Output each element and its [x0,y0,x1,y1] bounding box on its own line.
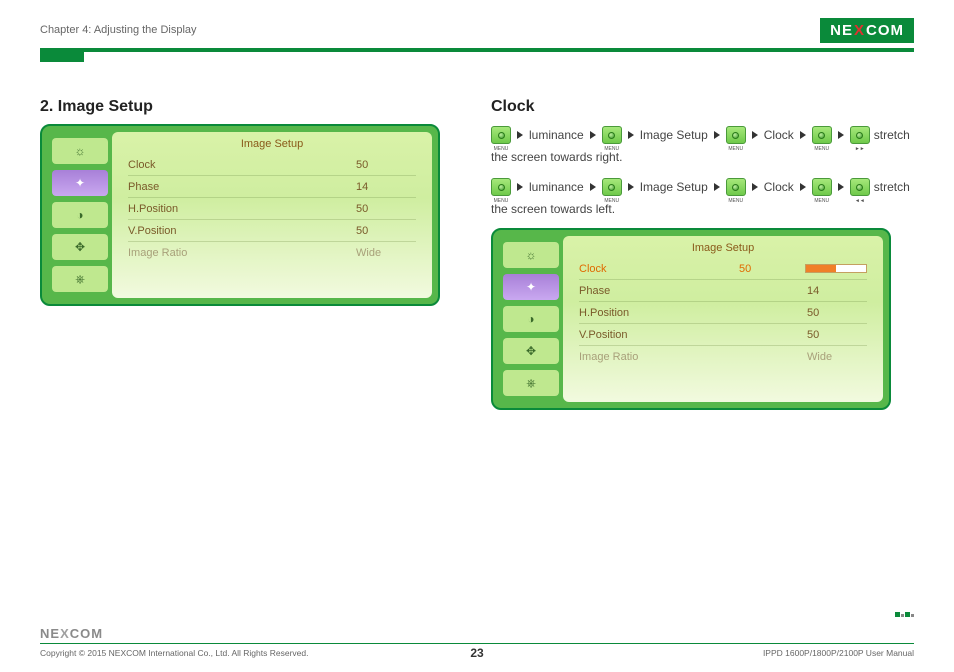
position-icon[interactable]: ✥ [503,338,559,364]
geometry-icon[interactable]: ✦ [503,274,559,300]
osd-title: Image Setup [128,138,416,150]
osd-icon-column: ☼ ✦ ◑ ✥ ⎈ [499,236,563,402]
arrow-icon [714,183,720,191]
nav-step: Image Setup [640,124,708,146]
logo-text-post: COM [866,22,904,39]
menu-button-icon[interactable]: MENU [491,126,511,144]
menu-button-icon[interactable]: MENU [726,178,746,196]
osd-icon-column: ☼ ✦ ◑ ✥ ⎈ [48,132,112,298]
brand-logo: NEXCOM [820,18,914,43]
osd-content: Image Setup Clock 50 Phase14 H.Position5… [563,236,883,402]
nav-instruction-left: MENU luminance MENU Image Setup MENU Clo… [491,176,914,198]
menu-button-icon[interactable]: MENU [602,126,622,144]
right-button-icon[interactable]: ►► [850,126,870,144]
footer-logo: NEXCOM [40,626,914,641]
menu-button-icon[interactable]: MENU [491,178,511,196]
header-rule [40,48,914,52]
osd-row: Clock50 [128,154,416,176]
page-number: 23 [470,646,483,660]
left-column: 2. Image Setup ☼ ✦ ◑ ✥ ⎈ Image Setup Clo… [40,98,463,410]
osd-row: Image RatioWide [128,242,416,264]
arrow-icon [590,131,596,139]
arrow-icon [752,131,758,139]
copyright-text: Copyright © 2015 NEXCOM International Co… [40,648,308,658]
nav-step: Clock [764,176,794,198]
menu-button-icon[interactable]: MENU [812,126,832,144]
menu-button-icon[interactable]: MENU [602,178,622,196]
manual-title: IPPD 1600P/1800P/2100P User Manual [763,648,914,658]
brightness-icon[interactable]: ☼ [503,242,559,268]
osd-row: V.Position50 [128,220,416,242]
nav-step: luminance [529,176,584,198]
osd-row: H.Position50 [579,302,867,324]
osd-row: Phase14 [579,280,867,302]
arrow-icon [800,131,806,139]
arrow-icon [752,183,758,191]
arrow-icon [628,183,634,191]
osd-row: H.Position50 [128,198,416,220]
arrow-icon [800,183,806,191]
color-icon[interactable]: ◑ [52,202,108,228]
arrow-icon [517,183,523,191]
section-heading-image-setup: 2. Image Setup [40,98,463,116]
nav-instruction-right: MENU luminance MENU Image Setup MENU Clo… [491,124,914,146]
osd-row-clock: Clock 50 [579,258,867,280]
logo-text-pre: NE [830,22,853,39]
logo-text-x: X [854,22,865,39]
misc-icon[interactable]: ⎈ [52,266,108,292]
arrow-icon [590,183,596,191]
arrow-icon [714,131,720,139]
nav-tail: stretch [874,124,910,146]
arrow-icon [517,131,523,139]
osd-title: Image Setup [579,242,867,254]
arrow-icon [838,183,844,191]
brightness-icon[interactable]: ☼ [52,138,108,164]
page-header: Chapter 4: Adjusting the Display NEXCOM [40,18,914,42]
nav-tail: stretch [874,176,910,198]
menu-button-icon[interactable]: MENU [726,126,746,144]
chapter-title: Chapter 4: Adjusting the Display [40,24,197,36]
osd-row: Phase14 [128,176,416,198]
nav-continue-left: the screen towards left. [491,202,914,216]
page-footer: NEXCOM Copyright © 2015 NEXCOM Internati… [40,626,914,658]
section-heading-clock: Clock [491,98,914,116]
geometry-icon[interactable]: ✦ [52,170,108,196]
misc-icon[interactable]: ⎈ [503,370,559,396]
left-button-icon[interactable]: ◄◄ [850,178,870,196]
nav-step: Image Setup [640,176,708,198]
osd-panel-image-setup: ☼ ✦ ◑ ✥ ⎈ Image Setup Clock50 Phase14 H.… [40,124,440,306]
menu-button-icon[interactable]: MENU [812,178,832,196]
nav-step: luminance [529,124,584,146]
color-icon[interactable]: ◑ [503,306,559,332]
osd-content: Image Setup Clock50 Phase14 H.Position50… [112,132,432,298]
nav-continue-right: the screen towards right. [491,150,914,164]
right-column: Clock MENU luminance MENU Image Setup ME… [491,98,914,410]
nav-step: Clock [764,124,794,146]
position-icon[interactable]: ✥ [52,234,108,260]
osd-row: V.Position50 [579,324,867,346]
osd-panel-clock: ☼ ✦ ◑ ✥ ⎈ Image Setup Clock 50 Phase1 [491,228,891,410]
footer-decoration [895,612,914,617]
clock-progress-bar[interactable] [805,264,867,273]
arrow-icon [628,131,634,139]
osd-row: Image RatioWide [579,346,867,368]
arrow-icon [838,131,844,139]
